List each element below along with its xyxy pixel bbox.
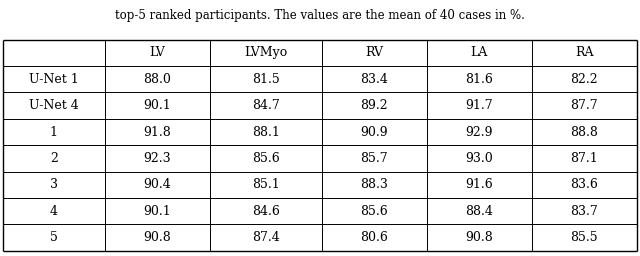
Text: 89.2: 89.2: [360, 99, 388, 112]
Text: 88.8: 88.8: [570, 126, 598, 138]
Text: 90.8: 90.8: [465, 231, 493, 244]
Text: 91.6: 91.6: [465, 178, 493, 191]
Text: 2: 2: [50, 152, 58, 165]
Text: 3: 3: [50, 178, 58, 191]
Text: U-Net 1: U-Net 1: [29, 73, 79, 86]
Text: RA: RA: [575, 46, 593, 59]
Text: 87.4: 87.4: [252, 231, 280, 244]
Text: 90.9: 90.9: [360, 126, 388, 138]
Text: 88.4: 88.4: [465, 205, 493, 218]
Text: 88.1: 88.1: [252, 126, 280, 138]
Text: 90.8: 90.8: [143, 231, 171, 244]
Text: 84.7: 84.7: [252, 99, 280, 112]
Text: LV: LV: [149, 46, 165, 59]
Text: 80.6: 80.6: [360, 231, 388, 244]
Text: 88.0: 88.0: [143, 73, 171, 86]
Text: 87.1: 87.1: [570, 152, 598, 165]
Text: RV: RV: [365, 46, 383, 59]
Text: 90.4: 90.4: [143, 178, 171, 191]
Text: 83.4: 83.4: [360, 73, 388, 86]
Text: 90.1: 90.1: [143, 205, 171, 218]
Text: top-5 ranked participants. The values are the mean of 40 cases in %.: top-5 ranked participants. The values ar…: [115, 9, 525, 22]
Text: 88.3: 88.3: [360, 178, 388, 191]
Text: 83.6: 83.6: [570, 178, 598, 191]
Text: 93.0: 93.0: [465, 152, 493, 165]
Text: 82.2: 82.2: [570, 73, 598, 86]
Text: 92.3: 92.3: [143, 152, 171, 165]
Text: 4: 4: [50, 205, 58, 218]
Text: 85.5: 85.5: [570, 231, 598, 244]
Text: LVMyo: LVMyo: [244, 46, 287, 59]
Text: 1: 1: [50, 126, 58, 138]
Text: 5: 5: [50, 231, 58, 244]
Text: 87.7: 87.7: [570, 99, 598, 112]
Text: 85.6: 85.6: [360, 205, 388, 218]
Text: 83.7: 83.7: [570, 205, 598, 218]
Text: 85.1: 85.1: [252, 178, 280, 191]
Text: LA: LA: [470, 46, 488, 59]
Text: 85.7: 85.7: [360, 152, 388, 165]
Text: 85.6: 85.6: [252, 152, 280, 165]
Text: 91.7: 91.7: [465, 99, 493, 112]
Text: 92.9: 92.9: [465, 126, 493, 138]
Text: 81.6: 81.6: [465, 73, 493, 86]
Text: 84.6: 84.6: [252, 205, 280, 218]
Text: 91.8: 91.8: [143, 126, 171, 138]
Text: U-Net 4: U-Net 4: [29, 99, 79, 112]
Text: 90.1: 90.1: [143, 99, 171, 112]
Text: 81.5: 81.5: [252, 73, 280, 86]
